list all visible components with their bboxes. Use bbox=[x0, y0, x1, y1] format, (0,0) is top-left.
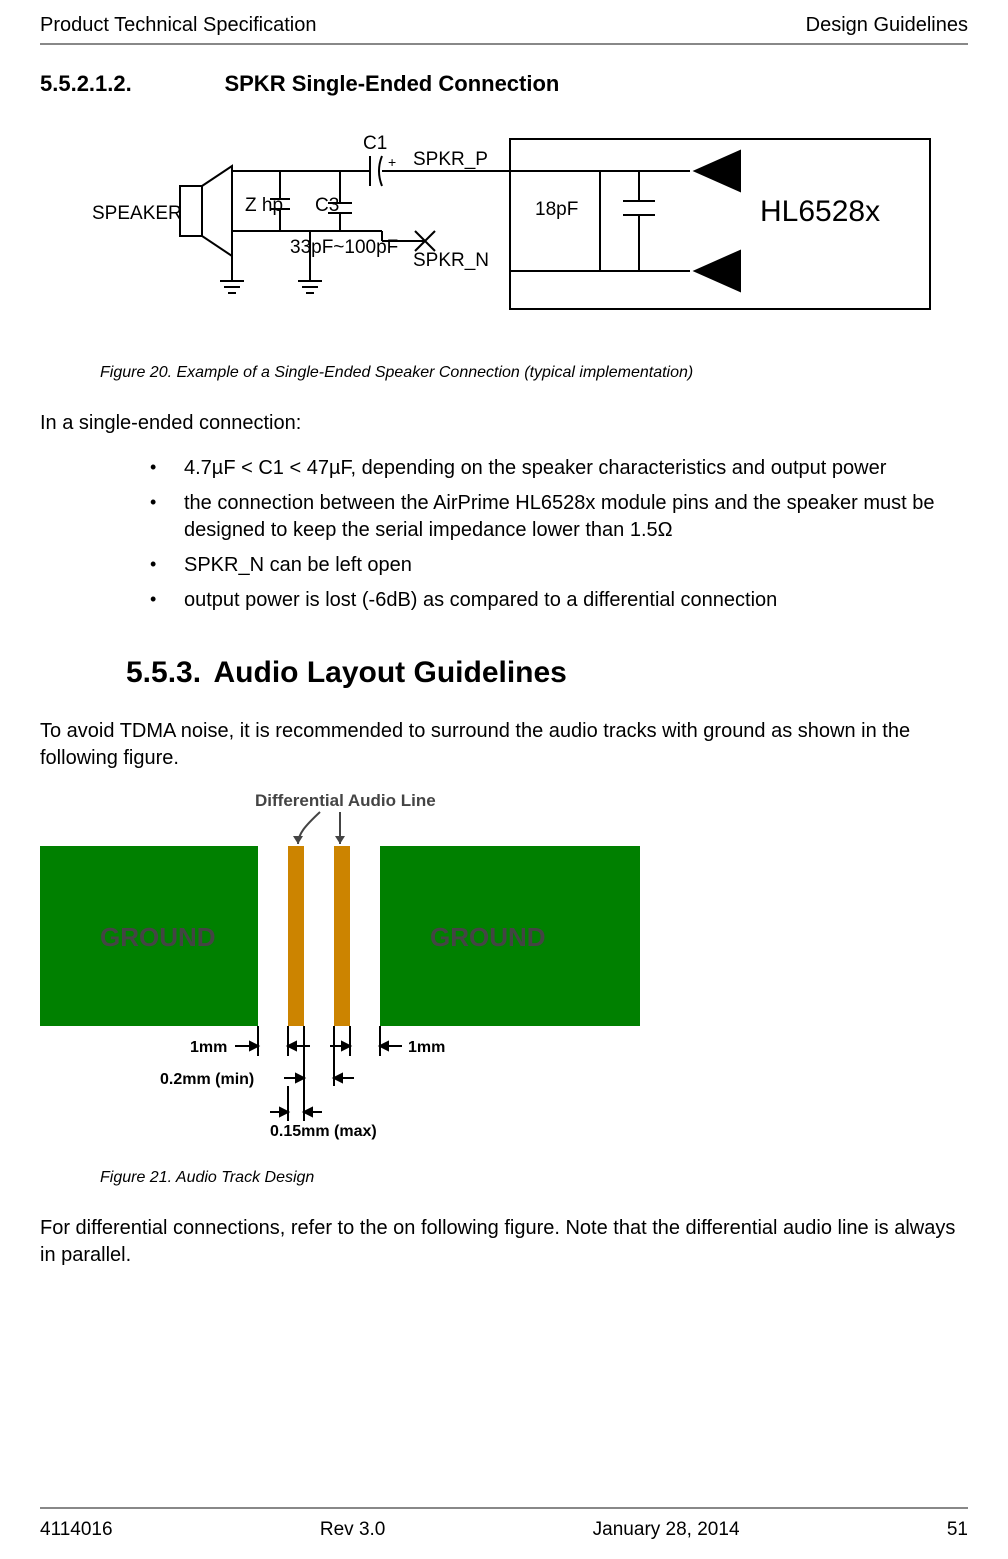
figure-20-caption: Figure 20. Example of a Single-Ended Spe… bbox=[100, 364, 968, 382]
label-spkr-n: SPKR_N bbox=[413, 250, 489, 271]
bullet-item: the connection between the AirPrime HL65… bbox=[150, 490, 968, 544]
ground-label-left: GROUND bbox=[100, 922, 216, 952]
label-c3val: 33pF~100pF bbox=[290, 237, 398, 258]
audio-track-figure: Differential Audio Line GROUND GROUND bbox=[40, 786, 968, 1151]
para-single-ended: In a single-ended connection: bbox=[40, 410, 968, 437]
circuit-diagram: SPEAKER Z hp C1 + C3 33pF~100pF SPKR_P S… bbox=[80, 121, 968, 346]
fig-title: Differential Audio Line bbox=[255, 791, 436, 810]
dim-1mm-right: 1mm bbox=[408, 1039, 445, 1056]
dim-1mm-left: 1mm bbox=[190, 1039, 227, 1056]
footer-docid: 4114016 bbox=[40, 1519, 113, 1541]
para-audio-layout: To avoid TDMA noise, it is recommended t… bbox=[40, 718, 968, 772]
dim-02mm: 0.2mm (min) bbox=[160, 1071, 254, 1088]
label-speaker: SPEAKER bbox=[92, 203, 182, 224]
figure-21-caption: Figure 21. Audio Track Design bbox=[100, 1169, 968, 1187]
footer-rule bbox=[40, 1507, 968, 1509]
bullet-list: 4.7µF < C1 < 47µF, depending on the spea… bbox=[40, 455, 968, 614]
label-chip: HL6528x bbox=[760, 195, 880, 228]
bullet-item: output power is lost (-6dB) as compared … bbox=[150, 587, 968, 614]
section-5-5-2-1-2: 5.5.2.1.2. SPKR Single-Ended Connection bbox=[40, 71, 968, 97]
page-footer: 4114016 Rev 3.0 January 28, 2014 51 bbox=[40, 1519, 968, 1541]
section-5-5-3: 5.5.3. Audio Layout Guidelines bbox=[126, 656, 968, 690]
label-spkr-p: SPKR_P bbox=[413, 149, 488, 170]
label-c3: C3 bbox=[315, 195, 339, 216]
section-title: SPKR Single-Ended Connection bbox=[224, 71, 559, 97]
header-left: Product Technical Specification bbox=[40, 14, 316, 37]
section-number: 5.5.2.1.2. bbox=[40, 71, 220, 97]
label-zhp: Z hp bbox=[245, 195, 283, 216]
dim-015mm: 0.15mm (max) bbox=[270, 1123, 377, 1140]
header-rule bbox=[40, 43, 968, 45]
para-differential: For differential connections, refer to t… bbox=[40, 1215, 968, 1269]
label-c1: C1 bbox=[363, 133, 387, 154]
header-right: Design Guidelines bbox=[806, 14, 968, 37]
section-title: Audio Layout Guidelines bbox=[214, 656, 567, 690]
footer-date: January 28, 2014 bbox=[593, 1519, 740, 1541]
section-number: 5.5.3. bbox=[126, 656, 201, 690]
label-18pf: 18pF bbox=[535, 199, 578, 220]
ground-label-right: GROUND bbox=[430, 922, 546, 952]
footer-page: 51 bbox=[947, 1519, 968, 1541]
label-plus: + bbox=[388, 154, 396, 170]
page-header: Product Technical Specification Design G… bbox=[40, 0, 968, 37]
bullet-item: SPKR_N can be left open bbox=[150, 552, 968, 579]
bullet-item: 4.7µF < C1 < 47µF, depending on the spea… bbox=[150, 455, 968, 482]
footer-rev: Rev 3.0 bbox=[320, 1519, 385, 1541]
